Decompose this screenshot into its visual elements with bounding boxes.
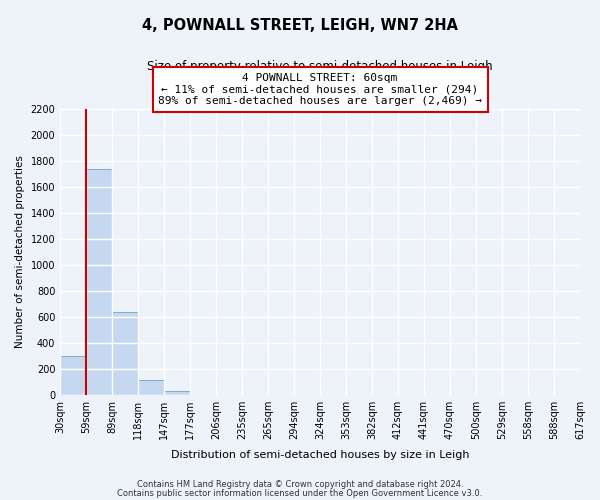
Text: 4, POWNALL STREET, LEIGH, WN7 2HA: 4, POWNALL STREET, LEIGH, WN7 2HA [142,18,458,32]
Bar [138,380,164,394]
X-axis label: Distribution of semi-detached houses by size in Leigh: Distribution of semi-detached houses by … [171,450,469,460]
Bar [164,391,190,394]
Text: Contains HM Land Registry data © Crown copyright and database right 2024.: Contains HM Land Registry data © Crown c… [137,480,463,489]
Bar [60,356,86,395]
Y-axis label: Number of semi-detached properties: Number of semi-detached properties [15,156,25,348]
Text: 4 POWNALL STREET: 60sqm
← 11% of semi-detached houses are smaller (294)
89% of s: 4 POWNALL STREET: 60sqm ← 11% of semi-de… [158,73,482,106]
Title: Size of property relative to semi-detached houses in Leigh: Size of property relative to semi-detach… [147,60,493,73]
Text: Contains public sector information licensed under the Open Government Licence v3: Contains public sector information licen… [118,488,482,498]
Bar [112,312,138,394]
Bar [86,168,112,394]
